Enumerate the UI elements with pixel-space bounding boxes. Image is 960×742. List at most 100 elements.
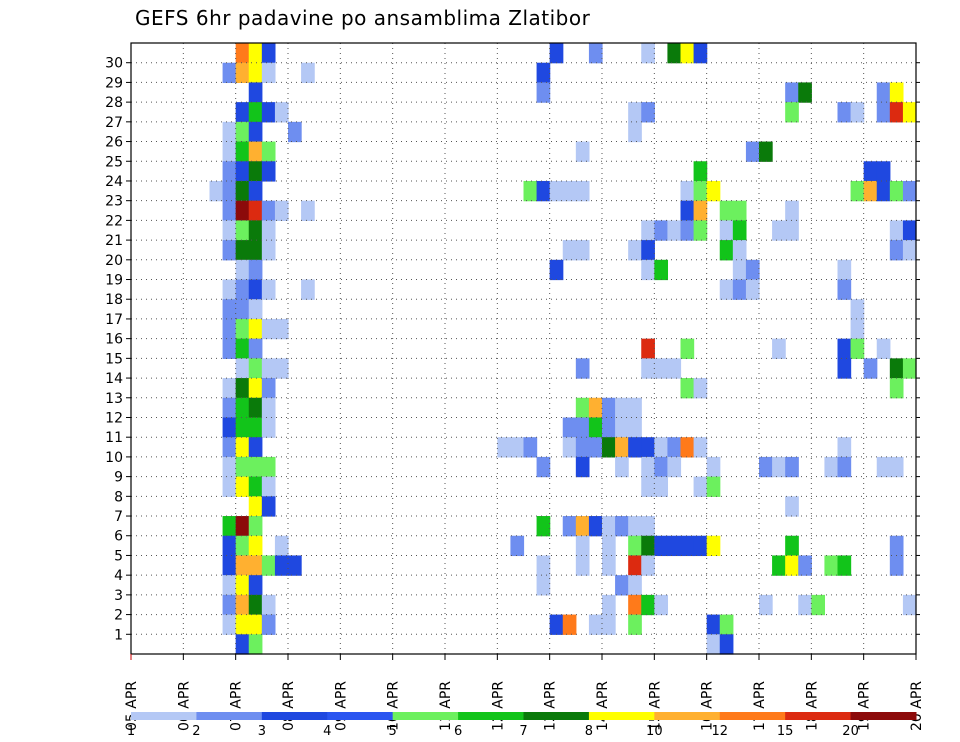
heatmap-cell — [837, 437, 852, 458]
heatmap-cell — [732, 259, 747, 281]
x-tick-label: 09 APR — [333, 681, 349, 731]
heatmap-cell — [837, 102, 852, 123]
heatmap-cell — [902, 594, 917, 616]
heatmap-cell — [745, 259, 760, 281]
heatmap-cell — [588, 516, 603, 537]
heatmap-cell — [719, 200, 734, 221]
colorbar-swatch — [523, 712, 590, 720]
heatmap-cell — [641, 338, 655, 359]
heatmap-cell — [745, 279, 760, 300]
heatmap-cell — [235, 614, 250, 635]
heatmap-cell — [641, 43, 655, 64]
heatmap-cell — [575, 240, 590, 261]
y-tick-label: 30 — [105, 56, 123, 72]
heatmap-cell — [889, 102, 904, 123]
y-tick-label: 19 — [105, 273, 123, 289]
y-tick-label: 9 — [114, 470, 123, 486]
heatmap-cell — [680, 378, 695, 399]
heatmap-cell — [209, 180, 224, 202]
heatmap-cell — [261, 161, 276, 182]
heatmap-cell — [693, 535, 708, 557]
x-tick-label: 08 APR — [281, 681, 297, 731]
y-tick-label: 29 — [105, 75, 123, 91]
y-tick-label: 3 — [114, 588, 123, 604]
heatmap-cell — [261, 358, 276, 379]
y-tick-label: 26 — [105, 135, 123, 151]
x-tick-label: 14 APR — [595, 681, 611, 731]
heatmap-cell — [301, 200, 315, 221]
heatmap-cell — [248, 594, 263, 616]
heatmap-cell — [248, 240, 263, 261]
heatmap-cell — [785, 102, 799, 123]
heatmap-cell — [235, 240, 250, 261]
heatmap-cell — [889, 378, 904, 399]
heatmap-cell — [274, 358, 289, 379]
heatmap-cell — [693, 476, 708, 497]
x-tick-label: 07 APR — [229, 681, 245, 731]
heatmap-cell — [248, 437, 263, 458]
colorbar-swatch — [719, 712, 786, 720]
heatmap-cell — [719, 614, 734, 635]
heatmap-cell — [235, 575, 250, 596]
heatmap-cell — [248, 279, 263, 300]
heatmap-cell — [588, 43, 603, 64]
heatmap-cell — [235, 161, 250, 182]
heatmap-cell — [641, 240, 655, 261]
heatmap-cell — [850, 102, 865, 123]
heatmap-cell — [889, 240, 904, 261]
heatmap-cell — [850, 318, 865, 340]
heatmap-cell — [902, 180, 917, 202]
heatmap-cell — [248, 180, 263, 202]
heatmap-cell — [248, 82, 263, 103]
heatmap-cell — [837, 338, 852, 359]
heatmap-cell — [248, 161, 263, 182]
heatmap-cell — [235, 437, 250, 458]
heatmap-cell — [889, 220, 904, 241]
colorbar-swatch — [327, 712, 394, 720]
heatmap-cell — [588, 437, 603, 458]
heatmap-cell — [235, 417, 250, 438]
heatmap-cell — [706, 634, 721, 655]
colorbar-swatch — [196, 712, 263, 720]
heatmap-cell — [628, 437, 642, 458]
heatmap-cell — [261, 240, 276, 261]
heatmap-cell — [235, 634, 250, 655]
heatmap-cell — [248, 358, 263, 379]
heatmap-cell — [785, 496, 799, 517]
heatmap-cell — [235, 594, 250, 616]
heatmap-cell — [274, 535, 289, 557]
heatmap-cell — [261, 279, 276, 300]
heatmap-cell — [248, 102, 263, 123]
heatmap-cell — [235, 279, 250, 300]
x-tick-label: 20 APR — [909, 681, 925, 731]
heatmap-cell — [562, 516, 577, 537]
x-tick-label: 19 APR — [857, 681, 873, 731]
y-tick-label: 22 — [105, 213, 123, 229]
heatmap-cell — [575, 535, 590, 557]
heatmap-cell — [785, 220, 799, 241]
heatmap-cell — [850, 299, 865, 320]
heatmap-cell — [759, 594, 773, 616]
x-tick-label: 18 APR — [804, 681, 820, 731]
heatmap-cell — [680, 180, 695, 202]
heatmap-cell — [288, 121, 302, 143]
heatmap-cell — [222, 535, 237, 557]
heatmap-cell — [772, 220, 786, 241]
heatmap-cell — [785, 535, 799, 557]
colorbar-label: 12 — [711, 724, 728, 739]
heatmap-cell — [798, 555, 812, 576]
y-axis: 1234567891011121314151617181920212223242… — [105, 56, 920, 643]
heatmap-cell — [248, 535, 263, 557]
heatmap-cell — [575, 456, 590, 478]
heatmap-cell — [785, 555, 799, 576]
heatmap-cell — [641, 102, 655, 123]
heatmap-cell — [235, 121, 250, 143]
heatmap-cell — [876, 102, 891, 123]
heatmap-cell — [536, 456, 551, 478]
heatmap-cell — [615, 397, 629, 419]
heatmap-cell — [706, 535, 721, 557]
heatmap-cell — [536, 180, 551, 202]
heatmap-cell — [850, 338, 865, 359]
y-tick-label: 17 — [105, 312, 123, 328]
